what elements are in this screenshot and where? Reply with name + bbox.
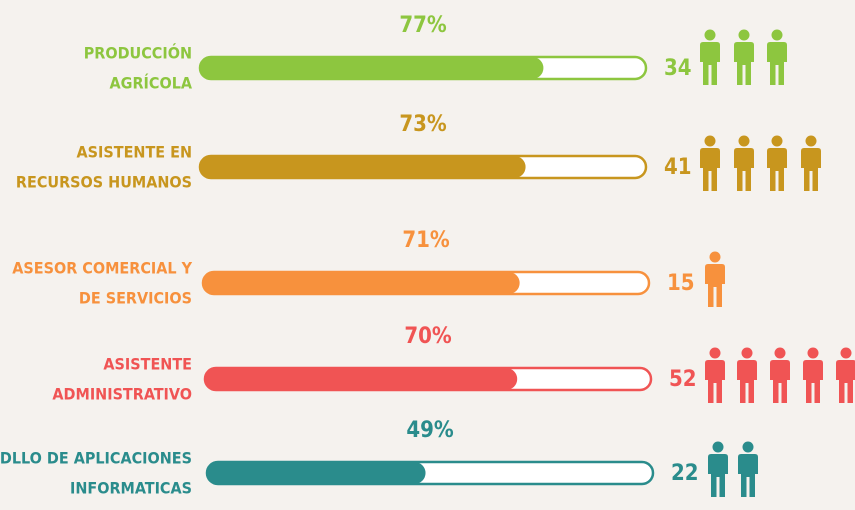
value-label: 49% bbox=[406, 418, 454, 443]
count-label: 22 bbox=[671, 461, 699, 486]
value-label: 77% bbox=[399, 13, 447, 38]
value-label: 70% bbox=[404, 324, 452, 349]
bar bbox=[200, 156, 526, 178]
category-label: PRODUCCIÓN bbox=[84, 44, 192, 63]
count-label: 41 bbox=[664, 155, 692, 180]
category-label: ASESOR COMERCIAL Y bbox=[12, 259, 192, 278]
category-label: ASISTENTE EN bbox=[77, 143, 192, 162]
bar bbox=[200, 57, 544, 79]
category-label: INFORMATICAS bbox=[70, 479, 192, 498]
category-label: ADMINISTRATIVO bbox=[52, 385, 192, 404]
count-label: 34 bbox=[664, 56, 692, 81]
value-label: 73% bbox=[399, 112, 447, 137]
count-label: 52 bbox=[669, 367, 697, 392]
category-label: DE SERVICIOS bbox=[79, 289, 192, 308]
value-label: 71% bbox=[402, 228, 450, 253]
category-label: ASISTENTE bbox=[103, 355, 192, 374]
category-label: RECURSOS HUMANOS bbox=[16, 173, 192, 192]
bar bbox=[205, 368, 518, 390]
bar bbox=[207, 462, 426, 484]
category-label: AGRÍCOLA bbox=[110, 74, 193, 93]
category-label: DLLO DE APLICACIONES bbox=[0, 449, 192, 468]
bar bbox=[203, 272, 520, 294]
count-label: 15 bbox=[667, 271, 695, 296]
